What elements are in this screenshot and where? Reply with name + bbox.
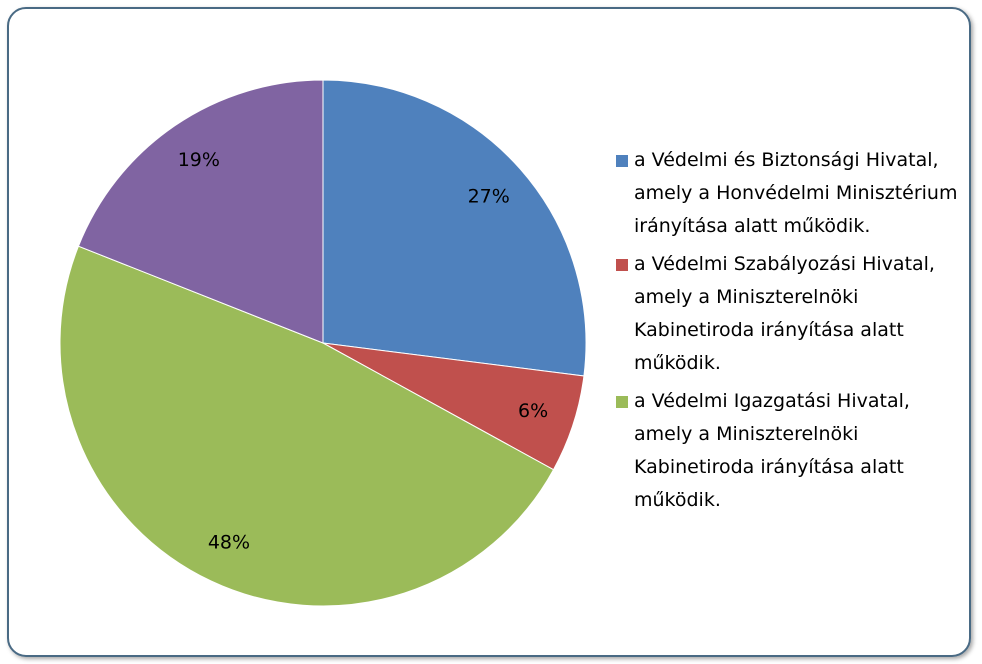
legend-item: a Védelmi Szabályozási Hivatal, amely a …: [612, 248, 972, 380]
data-label: 27%: [468, 185, 510, 207]
legend-label: a Védelmi Szabályozási Hivatal, amely a …: [634, 253, 935, 374]
legend-key: [616, 259, 628, 271]
pie-slice: [77, 79, 324, 344]
legend-label: a Védelmi Igazgatási Hivatal, amely a Mi…: [634, 390, 910, 511]
legend-item: a Védelmi Igazgatási Hivatal, amely a Mi…: [612, 385, 972, 517]
legend-key: [616, 396, 628, 408]
legend-key: [616, 155, 628, 167]
legend: a Védelmi és Biztonsági Hivatal, amely a…: [612, 144, 972, 522]
data-label: 48%: [208, 531, 250, 553]
legend-label: a Védelmi és Biztonsági Hivatal, amely a…: [634, 149, 958, 237]
pie-slice: [59, 245, 555, 607]
pie-slice: [322, 79, 587, 377]
pie: [59, 79, 587, 607]
legend-item: a Védelmi és Biztonsági Hivatal, amely a…: [612, 144, 972, 243]
data-label: 6%: [518, 400, 548, 422]
data-label: 19%: [178, 149, 220, 171]
